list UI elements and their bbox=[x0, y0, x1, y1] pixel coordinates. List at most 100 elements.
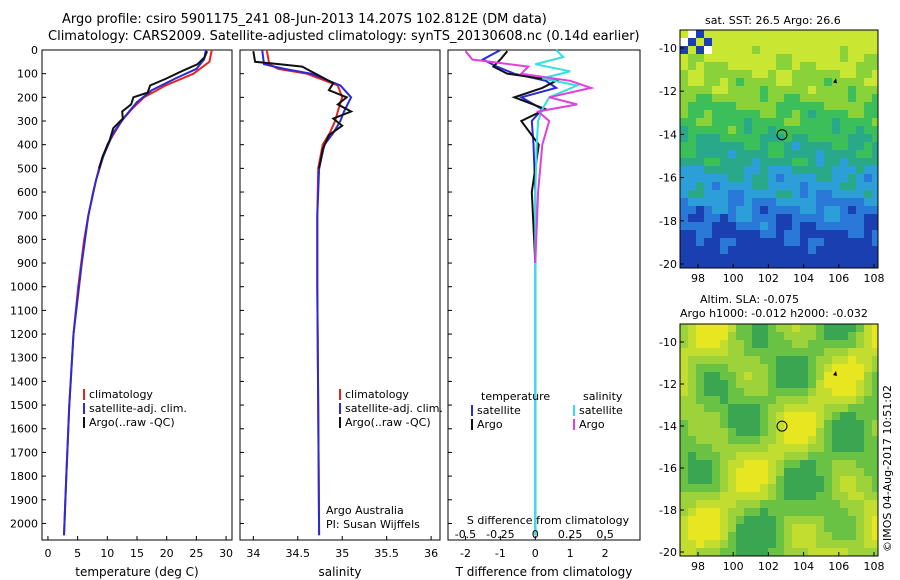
map-cell bbox=[848, 412, 856, 420]
panel-difference: -2 -1 0 1 2T difference from climatologytemp… bbox=[447, 49, 641, 579]
map-cell bbox=[744, 332, 752, 340]
map-cell bbox=[856, 230, 864, 238]
map-cell bbox=[720, 198, 728, 206]
map-cell bbox=[688, 420, 696, 428]
map-cell bbox=[736, 70, 744, 78]
map-cell bbox=[840, 126, 848, 134]
map-cell bbox=[792, 500, 800, 508]
map-cell bbox=[760, 54, 768, 62]
map-cell bbox=[800, 158, 808, 166]
map-cell bbox=[696, 214, 704, 222]
map-cell bbox=[720, 348, 728, 356]
map-cell bbox=[768, 86, 776, 94]
map-cell bbox=[816, 62, 824, 70]
map-cell bbox=[840, 452, 848, 460]
series-climatology bbox=[63, 49, 213, 536]
map-cell bbox=[712, 516, 720, 524]
series-t-satellite bbox=[480, 49, 559, 536]
map-cell bbox=[864, 70, 872, 78]
map-cell bbox=[728, 182, 736, 190]
map-cell bbox=[848, 174, 856, 182]
map-cell bbox=[800, 468, 808, 476]
map-cell bbox=[728, 86, 736, 94]
map-cell bbox=[704, 500, 712, 508]
map-cell bbox=[848, 118, 856, 126]
map-cell bbox=[808, 110, 816, 118]
map-cell bbox=[712, 254, 720, 262]
map-cell bbox=[736, 532, 744, 540]
map-cell bbox=[704, 380, 712, 388]
map-cell bbox=[776, 532, 784, 540]
map-cell bbox=[720, 548, 728, 556]
map-cell bbox=[856, 150, 864, 158]
map-cell bbox=[680, 190, 688, 198]
annotation-line: PI: Susan Wijffels bbox=[326, 518, 420, 531]
map-cell bbox=[728, 30, 736, 38]
map-cell bbox=[760, 174, 768, 182]
map-cell bbox=[848, 372, 856, 380]
map-cell bbox=[816, 364, 824, 372]
map-cell bbox=[688, 548, 696, 556]
map-cell bbox=[752, 118, 760, 126]
map-cell bbox=[816, 476, 824, 484]
map-cell bbox=[800, 388, 808, 396]
map-cell bbox=[736, 62, 744, 70]
map-cell bbox=[848, 364, 856, 372]
map-cell bbox=[752, 460, 760, 468]
map-cell bbox=[784, 404, 792, 412]
sst-map: 98 100 102 104 106 108-10-12-14-16-18-20 bbox=[659, 29, 885, 285]
map-cell bbox=[712, 54, 720, 62]
map-cell bbox=[776, 348, 784, 356]
map-cell bbox=[704, 460, 712, 468]
map-cell bbox=[800, 348, 808, 356]
series-s-satellite bbox=[534, 49, 581, 536]
map-cell bbox=[800, 190, 808, 198]
map-cell bbox=[800, 324, 808, 332]
map-cell bbox=[736, 118, 744, 126]
map-cell bbox=[848, 540, 856, 548]
map-cell bbox=[816, 102, 824, 110]
map-cell bbox=[720, 126, 728, 134]
series-argo-raw-qc- bbox=[252, 51, 354, 169]
map-cell bbox=[856, 348, 864, 356]
map-cell bbox=[816, 46, 824, 54]
map-cell bbox=[856, 110, 864, 118]
map-cell bbox=[688, 332, 696, 340]
map-cell bbox=[744, 540, 752, 548]
map-cell bbox=[864, 452, 872, 460]
map-cell bbox=[688, 492, 696, 500]
map-cell bbox=[840, 262, 848, 268]
map-cell bbox=[832, 364, 840, 372]
map-cell bbox=[808, 30, 816, 38]
map-cell bbox=[712, 102, 720, 110]
map-cell bbox=[840, 492, 848, 500]
map-cell bbox=[816, 420, 824, 428]
map-cell bbox=[776, 540, 784, 548]
map-cell bbox=[696, 262, 704, 268]
map-cell bbox=[768, 214, 776, 222]
map-cell bbox=[872, 396, 878, 404]
map-cell bbox=[824, 126, 832, 134]
y-tick-label: 1100 bbox=[10, 304, 38, 317]
map-cell bbox=[872, 134, 878, 142]
map-cell bbox=[688, 364, 696, 372]
map-cell bbox=[856, 182, 864, 190]
map-cell bbox=[784, 436, 792, 444]
map-cell bbox=[848, 46, 856, 54]
map-cell bbox=[720, 468, 728, 476]
map-cell bbox=[776, 396, 784, 404]
map-cell bbox=[736, 110, 744, 118]
map-cell bbox=[680, 142, 688, 150]
map-cell bbox=[832, 142, 840, 150]
map-cell bbox=[768, 444, 776, 452]
map-cell bbox=[824, 70, 832, 78]
map-cell bbox=[840, 102, 848, 110]
map-cell bbox=[824, 182, 832, 190]
map-cell bbox=[864, 118, 872, 126]
map-cell bbox=[824, 150, 832, 158]
map-cell bbox=[712, 78, 720, 86]
map-cell bbox=[872, 182, 878, 190]
map-cell bbox=[736, 324, 744, 332]
map-cell bbox=[736, 340, 744, 348]
map-cell bbox=[776, 444, 784, 452]
